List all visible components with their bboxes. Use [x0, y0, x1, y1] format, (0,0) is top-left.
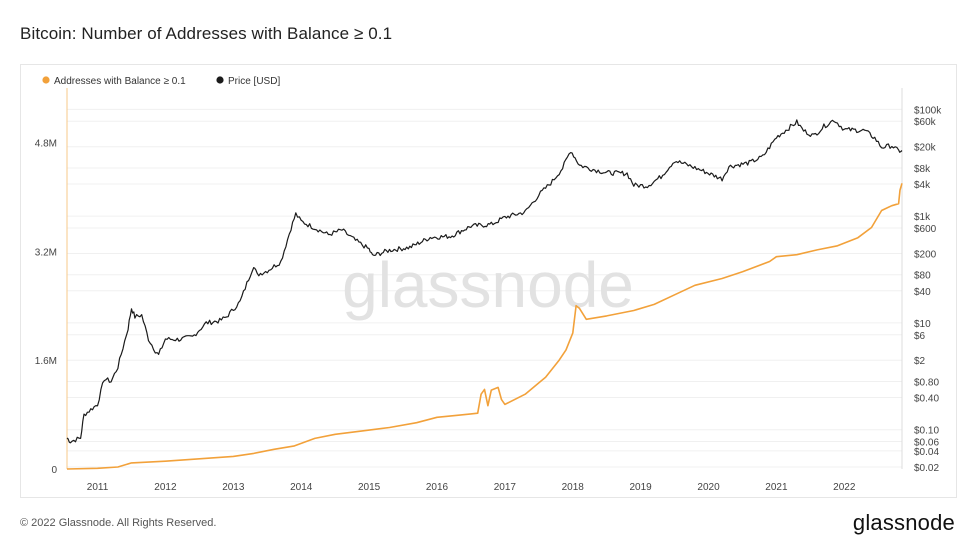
x-tick-label: 2016 — [426, 482, 449, 493]
y-right-tick-label: $2 — [914, 356, 926, 367]
y-right-tick-label: $0.02 — [914, 463, 939, 474]
y-right-tick-label: $4k — [914, 180, 931, 191]
x-tick-label: 2017 — [494, 482, 517, 493]
y-right-tick-label: $10 — [914, 319, 931, 330]
y-right-tick-label: $6 — [914, 331, 926, 342]
y-left-tick-label: 1.6M — [35, 356, 57, 367]
y-right-tick-label: $60k — [914, 117, 937, 128]
y-axis-left: 0 1.6M 3.2M 4.8M — [35, 138, 58, 476]
y-right-tick-label: $0.80 — [914, 377, 939, 388]
y-right-tick-label: $200 — [914, 249, 937, 260]
legend-label-addresses[interactable]: Addresses with Balance ≥ 0.1 — [54, 76, 186, 87]
legend-label-price[interactable]: Price [USD] — [228, 76, 280, 87]
y-axis-right: $0.02 $0.04$0.06$0.10 $0.40 $0.80 $2 $6$10 $40… — [914, 105, 942, 474]
y-left-tick-label: 3.2M — [35, 247, 57, 258]
x-tick-label: 2021 — [765, 482, 788, 493]
y-right-tick-label: $20k — [914, 143, 937, 154]
copyright-footer: © 2022 Glassnode. All Rights Reserved. — [20, 517, 217, 529]
legend[interactable]: Addresses with Balance ≥ 0.1 Price [USD] — [42, 76, 280, 87]
series-line-addresses — [66, 183, 903, 470]
chart-panel — [20, 64, 957, 498]
series-lines — [66, 119, 903, 470]
legend-swatch-price — [216, 76, 224, 84]
y-right-tick-label: $0.04 — [914, 447, 939, 458]
y-right-tick-label: $100k — [914, 105, 942, 116]
chart-title: Bitcoin: Number of Addresses with Balanc… — [20, 24, 393, 43]
x-tick-label: 2015 — [358, 482, 381, 493]
x-tick-label: 2019 — [630, 482, 653, 493]
x-axis: 2011 2012 2013 2014 2015 2016 2017 2018 2019 2020… — [87, 482, 856, 493]
grid-lines — [66, 88, 903, 469]
y-right-tick-label: $8k — [914, 164, 931, 175]
y-right-tick-label: $1k — [914, 212, 931, 223]
x-tick-label: 2014 — [290, 482, 313, 493]
y-right-tick-label: $40 — [914, 287, 931, 298]
legend-swatch-addresses — [42, 76, 50, 84]
x-tick-label: 2011 — [87, 482, 109, 493]
y-left-tick-label: 4.8M — [35, 138, 57, 149]
y-right-tick-label: $80 — [914, 271, 931, 282]
y-right-tick-label: $0.10 — [914, 426, 939, 437]
y-right-tick-label: $0.40 — [914, 394, 939, 405]
y-right-tick-label: $0.06 — [914, 438, 939, 449]
x-tick-label: 2022 — [833, 482, 856, 493]
x-tick-label: 2018 — [562, 482, 585, 493]
y-right-tick-label: $600 — [914, 224, 937, 235]
series-line-price — [66, 119, 903, 444]
x-tick-label: 2020 — [697, 482, 720, 493]
watermark: glassnode — [342, 249, 634, 321]
x-tick-label: 2012 — [154, 482, 177, 493]
brand-logo: glassnode — [852, 510, 955, 535]
y-left-tick-label: 0 — [51, 465, 57, 476]
x-tick-label: 2013 — [222, 482, 245, 493]
